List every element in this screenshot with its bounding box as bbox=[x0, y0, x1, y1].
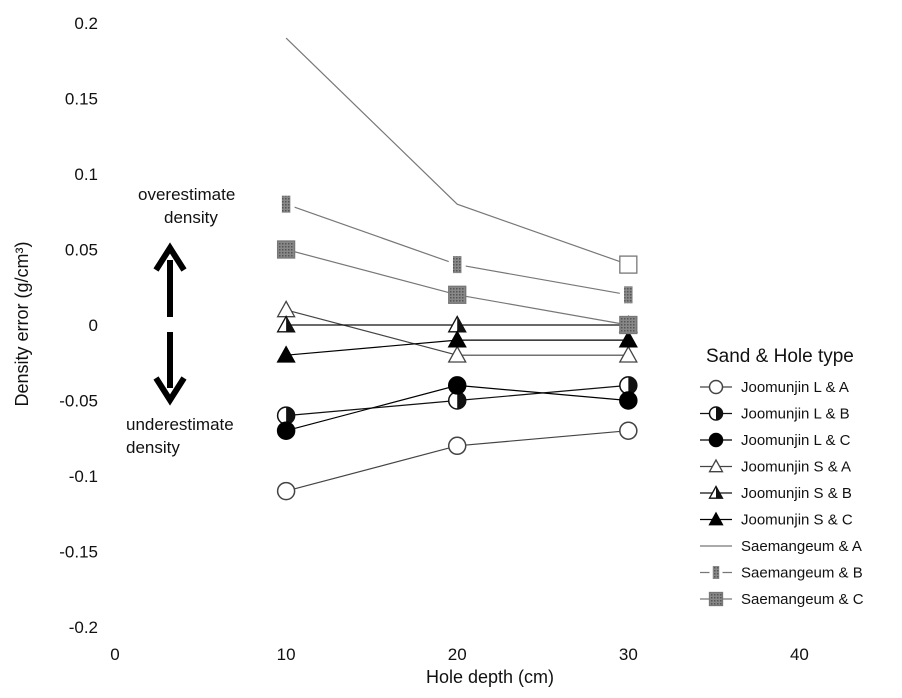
underestimate-label-line2: density bbox=[126, 438, 180, 457]
up-arrow-head bbox=[153, 242, 187, 272]
point-saemangeum-b-half bbox=[452, 256, 462, 274]
point-joomunjin-s-a bbox=[618, 345, 638, 363]
legend-title: Sand & Hole type bbox=[706, 346, 854, 367]
y-tick-label: -0.15 bbox=[59, 543, 98, 562]
x-axis-title: Hole depth (cm) bbox=[426, 667, 554, 687]
legend-marker-saemangeum-c bbox=[708, 591, 724, 607]
point-joomunjin-l-b-half bbox=[286, 407, 295, 425]
point-saemangeum-b-half bbox=[624, 286, 633, 304]
x-tick-label: 10 bbox=[277, 645, 296, 664]
point-joomunjin-l-c bbox=[447, 376, 467, 395]
point-joomunjin-l-a bbox=[276, 481, 296, 501]
legend-label-joomunjin-l-b: Joomunjin L & B bbox=[741, 406, 850, 423]
overestimate-label-line1: overestimate bbox=[138, 185, 235, 204]
legend-label-joomunjin-s-b: Joomunjin S & B bbox=[741, 485, 852, 502]
point-joomunjin-s-b-half bbox=[457, 316, 466, 332]
legend-label-joomunjin-s-a: Joomunjin S & A bbox=[741, 459, 851, 476]
series-markers-group bbox=[276, 195, 638, 501]
point-joomunjin-s-c bbox=[447, 330, 467, 348]
overestimate-label-line2: density bbox=[164, 208, 218, 227]
y-tick-label: 0.15 bbox=[65, 90, 98, 109]
legend-marker-joomunjin-s-c bbox=[708, 511, 724, 526]
point-joomunjin-s-a bbox=[276, 300, 296, 318]
point-joomunjin-s-c bbox=[618, 330, 638, 348]
legend-label-joomunjin-l-c: Joomunjin L & C bbox=[741, 432, 851, 449]
y-tick-label: 0.05 bbox=[65, 241, 98, 260]
legend: Sand & Hole type Joomunjin L & A Joomunji… bbox=[700, 346, 864, 608]
point-joomunjin-s-c bbox=[276, 345, 296, 363]
x-tick-label: 0 bbox=[110, 645, 119, 664]
legend-marker-joomunjin-l-a bbox=[708, 379, 724, 395]
legend-label-joomunjin-l-a: Joomunjin L & A bbox=[741, 379, 849, 396]
point-saemangeum-b-half bbox=[281, 195, 291, 213]
series-line-saemangeum-a bbox=[285, 37, 629, 266]
point-saemangeum-a bbox=[619, 255, 638, 274]
x-tick-label: 40 bbox=[790, 645, 809, 664]
y-axis-title: Density error (g/cm³) bbox=[12, 241, 32, 406]
y-tick-label: -0.1 bbox=[69, 467, 98, 486]
legend-marker-saemangeum-b-half bbox=[712, 566, 720, 579]
x-tick-label: 20 bbox=[448, 645, 467, 664]
legend-marker-joomunjin-s-b-half bbox=[716, 486, 723, 499]
underestimate-label-line1: underestimate bbox=[126, 415, 234, 434]
y-tick-label: -0.05 bbox=[59, 392, 98, 411]
down-arrow-head bbox=[153, 376, 187, 406]
point-joomunjin-l-a bbox=[619, 421, 638, 440]
y-tick-label: 0.2 bbox=[74, 14, 98, 33]
x-tick-label: 30 bbox=[619, 645, 638, 664]
point-joomunjin-s-a bbox=[447, 345, 467, 363]
point-saemangeum-c bbox=[276, 240, 296, 259]
axes-group: -0.2 -0.15 -0.1 -0.05 0 0.05 0.1 0.15 0.2 0 10 20 30… bbox=[59, 14, 809, 664]
y-tick-label: 0 bbox=[89, 316, 98, 335]
legend-marker-joomunjin-l-c bbox=[708, 432, 724, 448]
legend-marker-joomunjin-l-b-half bbox=[716, 407, 723, 420]
point-joomunjin-l-c bbox=[619, 391, 638, 410]
annotation-group: overestimate density underestimate densi… bbox=[126, 185, 235, 457]
legend-label-saemangeum-c: Saemangeum & C bbox=[741, 591, 864, 608]
legend-label-saemangeum-b: Saemangeum & B bbox=[741, 565, 863, 582]
legend-label-joomunjin-s-c: Joomunjin S & C bbox=[741, 512, 853, 529]
point-saemangeum-c bbox=[619, 315, 638, 335]
legend-label-saemangeum-a: Saemangeum & A bbox=[741, 538, 862, 555]
point-joomunjin-l-b-half bbox=[628, 376, 637, 394]
point-saemangeum-c bbox=[448, 285, 467, 304]
y-tick-label: -0.2 bbox=[69, 618, 98, 637]
y-tick-label: 0.1 bbox=[74, 165, 98, 184]
point-joomunjin-l-a bbox=[447, 436, 467, 456]
legend-marker-joomunjin-s-a bbox=[708, 458, 724, 473]
point-joomunjin-s-b-half bbox=[286, 316, 295, 332]
point-joomunjin-l-b-half bbox=[457, 392, 466, 409]
series-line-saemangeum-b bbox=[285, 203, 629, 296]
point-joomunjin-l-c bbox=[276, 421, 296, 440]
